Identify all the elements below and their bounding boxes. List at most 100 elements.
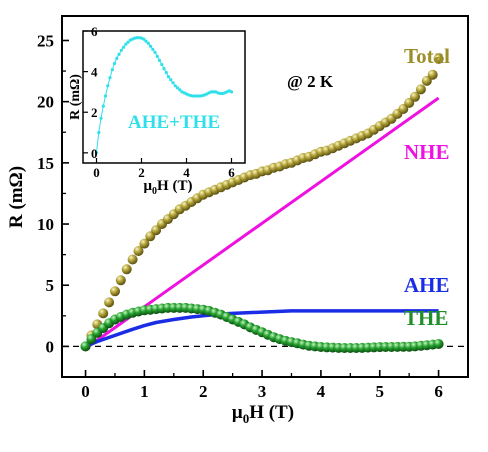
inset-series-point xyxy=(148,44,153,48)
main-y-ticks: 0 5 10 15 20 25 xyxy=(37,31,69,356)
series-total xyxy=(80,53,444,352)
inset-series-label: AHE+THE xyxy=(128,112,220,133)
inset-series-point xyxy=(121,45,126,49)
series-total-point xyxy=(433,53,444,64)
series-total-point xyxy=(410,91,420,102)
inset-x-axis-label-mu: μ xyxy=(144,178,153,194)
inset-series-point xyxy=(151,47,155,51)
inset-series-point xyxy=(106,84,110,88)
legend-the-label: THE xyxy=(404,306,448,330)
main-x-tick-label: 4 xyxy=(317,382,326,401)
inset-series-point xyxy=(157,58,162,63)
inset-x-tick-label: 4 xyxy=(183,165,190,180)
inset-plot-background xyxy=(83,31,245,163)
inset-series-point xyxy=(103,94,108,98)
inset-x-axis-label-sub: 0 xyxy=(152,186,157,197)
inset-y-tick-label: 6 xyxy=(91,24,98,39)
inset-series-point xyxy=(229,90,234,94)
inset-series-point xyxy=(97,130,101,135)
inset-series-point xyxy=(211,90,216,94)
inset-x-tick-label: 2 xyxy=(138,165,145,180)
legend-nhe-label: NHE xyxy=(404,140,450,164)
inset-series-point xyxy=(135,36,139,40)
inset-y-ticks: 0 2 4 6 xyxy=(83,24,98,161)
main-x-tick-label: 6 xyxy=(434,382,443,401)
series-nhe-line xyxy=(87,96,440,348)
series-total-point xyxy=(139,238,150,249)
inset-series-point xyxy=(164,71,168,75)
series-total-point xyxy=(133,246,144,256)
inset-series-point xyxy=(115,56,119,61)
main-x-tick-label: 0 xyxy=(81,382,90,401)
inset-series-point xyxy=(101,104,105,108)
series-nhe xyxy=(87,96,440,348)
inset-x-tick-label: 0 xyxy=(93,165,100,180)
y-axis-label: R (mΩ) xyxy=(6,166,27,228)
inset-series-point xyxy=(171,81,175,85)
main-x-ticks: 0 1 2 3 4 5 6 xyxy=(81,370,443,401)
inset-y-tick-label: 4 xyxy=(91,65,98,80)
x-axis-label: μ0H (T) xyxy=(232,402,294,426)
main-y-tick-label: 25 xyxy=(37,31,54,50)
inset-y-tick-label: 2 xyxy=(91,105,98,120)
inset-series-point xyxy=(112,61,117,66)
inset-series-point xyxy=(173,84,177,88)
inset-series-point xyxy=(178,88,182,92)
inset-series-ahe-the xyxy=(94,36,234,155)
inset-y-axis-label: R (mΩ) xyxy=(68,74,83,120)
inset-series-point xyxy=(160,62,164,67)
inset-x-axis-label: μ0H (T) xyxy=(144,178,193,197)
inset-series-point xyxy=(94,151,99,155)
inset-x-axis-label-rest: H (T) xyxy=(157,178,192,194)
inset-series-point xyxy=(110,68,114,72)
x-axis-label-sub: 0 xyxy=(243,411,250,426)
inset-series-point xyxy=(155,54,159,59)
legend-ahe-label: AHE xyxy=(404,273,450,297)
main-y-tick-label: 20 xyxy=(37,93,54,112)
series-total-point xyxy=(151,225,162,236)
main-y-tick-label: 10 xyxy=(37,215,54,234)
inset-y-tick-label: 0 xyxy=(91,146,98,161)
inset-plot-frame xyxy=(82,30,246,164)
series-total-point xyxy=(127,254,138,265)
x-axis-label-mu: μ xyxy=(232,402,243,423)
inset-series-point xyxy=(119,48,123,52)
legend-total-label: Total xyxy=(404,44,450,68)
series-total-point xyxy=(121,264,132,275)
inset-series-point xyxy=(124,42,128,46)
main-x-tick-label: 3 xyxy=(258,382,267,401)
main-y-tick-label: 15 xyxy=(37,154,54,173)
main-x-tick-label: 2 xyxy=(199,382,208,401)
inset-x-ticks: 0 2 4 6 xyxy=(93,158,235,180)
inset-series-point xyxy=(146,41,150,45)
inset-series-point xyxy=(191,94,195,98)
series-total-point xyxy=(421,75,432,86)
series-the-point xyxy=(80,341,91,352)
inset-series-point xyxy=(108,76,112,80)
inset-series-point xyxy=(218,91,222,96)
series-total-point xyxy=(104,297,115,308)
series-the-point xyxy=(86,334,97,345)
main-y-tick-label: 5 xyxy=(46,276,55,295)
series-ahe xyxy=(84,309,439,349)
series-total-point xyxy=(110,286,120,297)
inset-series-point xyxy=(193,94,198,98)
temperature-annotation: @ 2 K xyxy=(287,72,334,91)
inset-series-point xyxy=(117,52,121,57)
inset-series-point xyxy=(162,67,166,71)
main-plot-frame xyxy=(61,15,469,378)
main-x-tick-label: 5 xyxy=(375,382,384,401)
series-the xyxy=(80,302,444,353)
x-axis-label-rest: H (T) xyxy=(249,402,294,423)
inset-series-point xyxy=(209,90,213,94)
main-y-tick-label: 0 xyxy=(46,337,55,356)
series-the-point xyxy=(433,339,444,349)
series-total-point xyxy=(415,84,426,95)
series-total-point xyxy=(115,275,126,286)
main-x-tick-label: 1 xyxy=(140,382,149,401)
series-total-point xyxy=(427,69,438,80)
inset-series-point xyxy=(153,50,157,54)
inset-x-tick-label: 6 xyxy=(228,165,235,180)
inset-series-point xyxy=(196,94,200,98)
